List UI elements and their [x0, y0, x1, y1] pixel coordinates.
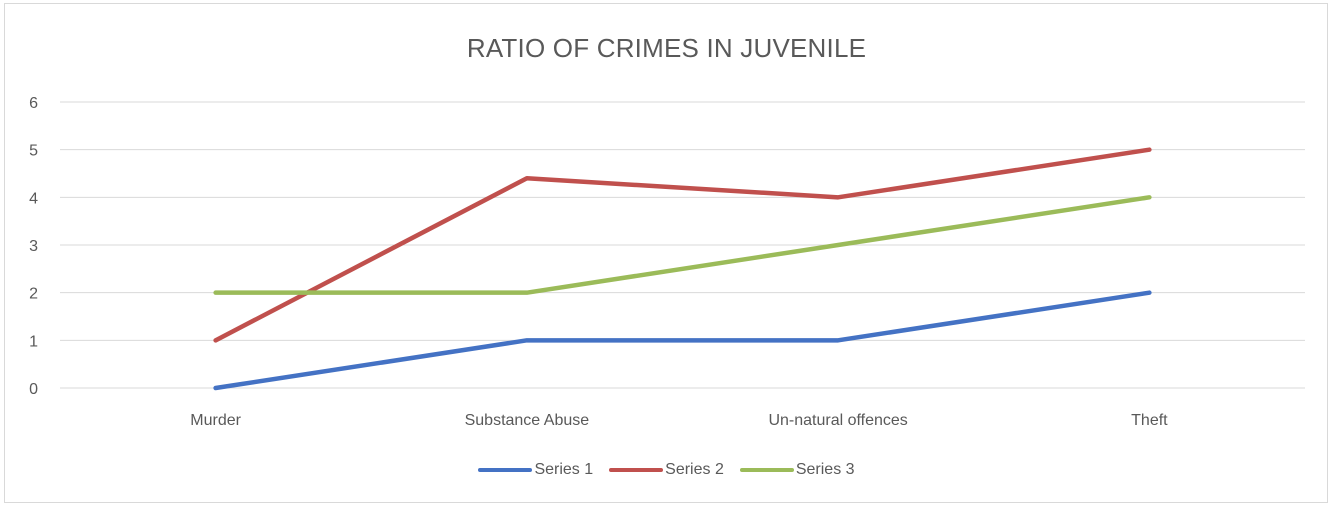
y-tick-label: 2 — [29, 286, 38, 303]
y-tick-label: 3 — [29, 238, 38, 255]
y-tick-label: 5 — [29, 143, 38, 160]
legend-label: Series 1 — [534, 461, 594, 478]
series-line-2 — [213, 147, 1152, 343]
legend-item-series-1: Series 1 — [478, 461, 593, 479]
y-tick-label: 0 — [29, 381, 38, 398]
y-tick-label: 4 — [29, 190, 38, 207]
series-line-1 — [213, 290, 1152, 391]
series-lines — [213, 147, 1152, 391]
legend-label: Series 2 — [665, 461, 724, 478]
gridlines — [60, 101, 1305, 389]
legend: Series 1 Series 2 Series 3 — [0, 461, 1333, 479]
x-tick-label: Un-natural offences — [768, 412, 907, 429]
series-line-3 — [213, 195, 1152, 295]
x-axis-ticks: Murder Substance Abuse Un-natural offences… — [190, 412, 1168, 429]
chart-frame — [4, 3, 1328, 503]
legend-label: Series 3 — [795, 461, 855, 478]
legend-item-series-2: Series 2 — [609, 461, 724, 479]
chart-title: RATIO OF CRIMES IN JUVENILE — [466, 33, 867, 63]
y-tick-label: 6 — [29, 95, 38, 112]
x-tick-label: Substance Abuse — [465, 412, 590, 429]
x-tick-label: Murder — [190, 412, 241, 429]
y-axis-ticks: 0 1 2 3 4 5 6 — [29, 95, 38, 398]
legend-swatch — [609, 468, 664, 472]
legend-swatch — [739, 468, 794, 472]
legend-item-series-3: Series 3 — [739, 461, 855, 479]
y-tick-label: 1 — [29, 333, 38, 350]
legend-swatch — [478, 468, 533, 472]
x-tick-label: Theft — [1131, 412, 1168, 429]
